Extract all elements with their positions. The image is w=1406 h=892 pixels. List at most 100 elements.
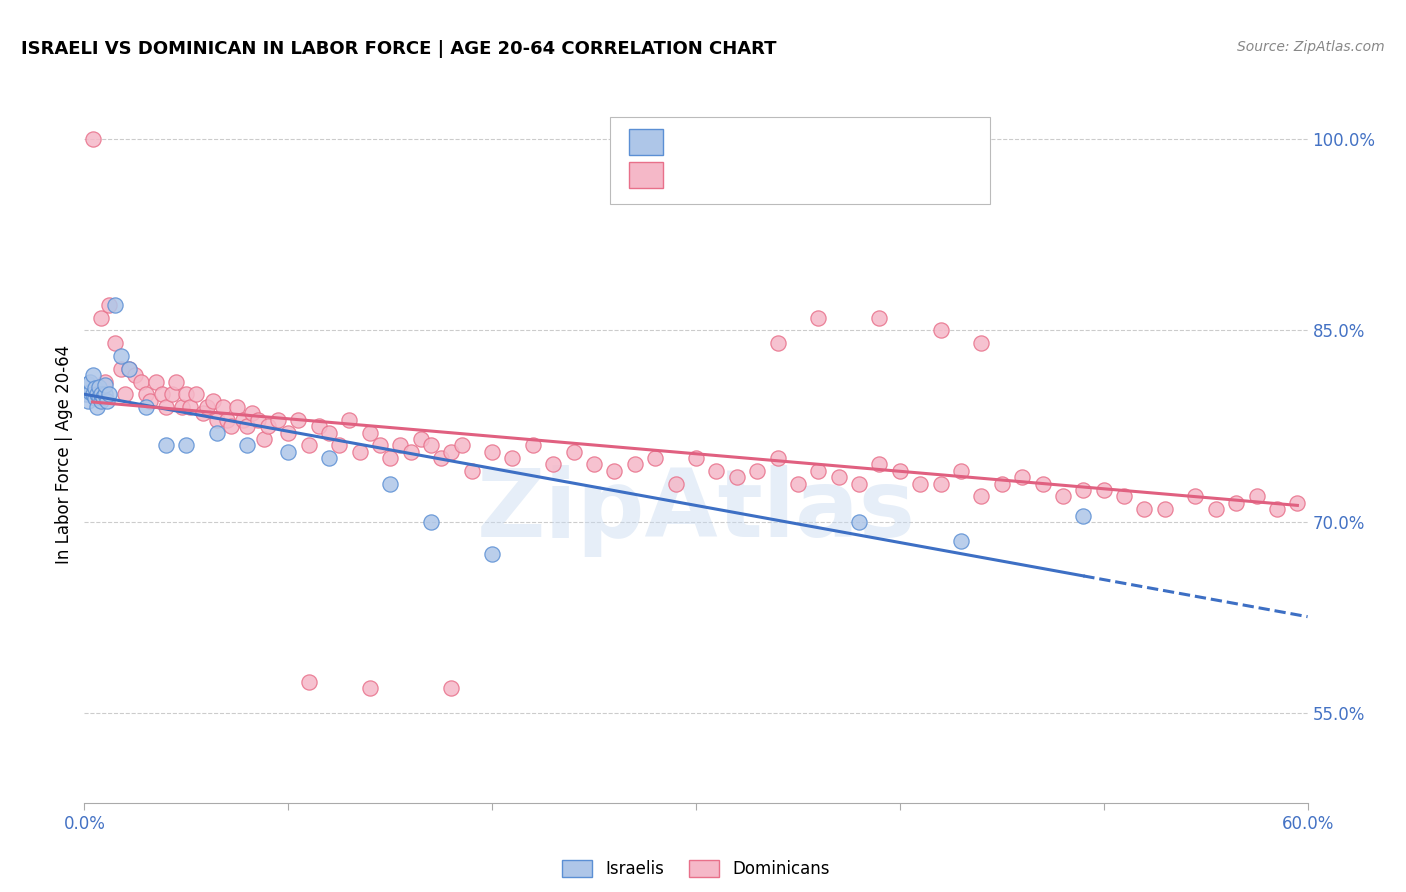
Point <box>869 458 891 472</box>
Point <box>889 464 911 478</box>
Point <box>93 378 115 392</box>
Text: N =: N = <box>823 119 859 136</box>
Point <box>807 310 830 325</box>
Point <box>787 476 810 491</box>
Point <box>349 444 371 458</box>
Point <box>257 419 280 434</box>
Point <box>308 419 330 434</box>
Point <box>481 547 503 561</box>
Point <box>1073 483 1095 497</box>
Point <box>1225 496 1247 510</box>
Point <box>201 393 224 408</box>
Point <box>93 375 115 389</box>
Point <box>359 681 381 695</box>
Point <box>318 451 340 466</box>
Point <box>86 400 108 414</box>
Point <box>970 490 993 504</box>
Point <box>82 368 104 383</box>
Point <box>253 432 276 446</box>
Point <box>1011 470 1033 484</box>
Text: ISRAELI VS DOMINICAN IN LABOR FORCE | AGE 20-64 CORRELATION CHART: ISRAELI VS DOMINICAN IN LABOR FORCE | AG… <box>21 40 776 58</box>
Point <box>195 400 218 414</box>
Point <box>318 425 340 440</box>
Point <box>83 381 105 395</box>
Bar <box>628 128 664 155</box>
Legend: Israelis, Dominicans: Israelis, Dominicans <box>555 854 837 885</box>
Point <box>90 310 112 325</box>
Point <box>389 438 412 452</box>
Point <box>165 375 187 389</box>
Point <box>87 379 110 393</box>
Point <box>205 425 228 440</box>
Point <box>409 432 432 446</box>
Point <box>155 438 177 452</box>
Text: N =: N = <box>823 152 859 169</box>
Point <box>950 464 973 478</box>
Text: -0.180: -0.180 <box>730 152 790 169</box>
Point <box>240 406 263 420</box>
Point <box>82 387 104 401</box>
Point <box>502 451 524 466</box>
Point <box>461 464 484 478</box>
Point <box>135 387 157 401</box>
Point <box>83 391 105 405</box>
Point <box>848 515 870 529</box>
Point <box>665 476 688 491</box>
Point <box>1114 490 1136 504</box>
Point <box>267 413 290 427</box>
Point <box>219 419 242 434</box>
Point <box>298 438 321 452</box>
Point <box>110 349 132 363</box>
Point <box>82 132 104 146</box>
Point <box>236 419 259 434</box>
Text: ZipAtlas: ZipAtlas <box>477 465 915 557</box>
Point <box>1133 502 1156 516</box>
Point <box>277 444 299 458</box>
FancyBboxPatch shape <box>610 118 990 204</box>
Point <box>191 406 214 420</box>
Point <box>828 470 851 484</box>
Point <box>603 464 626 478</box>
Point <box>232 413 254 427</box>
Point <box>287 413 309 427</box>
Point <box>91 390 114 404</box>
Point <box>118 361 141 376</box>
Point <box>104 298 127 312</box>
Point <box>93 387 115 401</box>
Point <box>97 387 120 401</box>
Point <box>368 438 391 452</box>
Text: 36: 36 <box>870 119 900 136</box>
Point <box>380 451 402 466</box>
Point <box>79 375 101 389</box>
Point <box>1265 502 1288 516</box>
Point <box>174 387 197 401</box>
Point <box>685 451 707 466</box>
Point <box>97 298 120 312</box>
Point <box>226 400 249 414</box>
Point <box>766 336 789 351</box>
Point <box>160 387 183 401</box>
Point <box>135 400 157 414</box>
Text: 103: 103 <box>870 152 905 169</box>
Point <box>440 681 463 695</box>
Point <box>910 476 932 491</box>
Point <box>172 400 194 414</box>
Point <box>174 438 197 452</box>
Point <box>86 387 108 401</box>
Point <box>186 387 208 401</box>
Point <box>77 377 100 392</box>
Point <box>359 425 381 440</box>
Point <box>450 438 472 452</box>
Point <box>212 400 235 414</box>
Point <box>380 476 402 491</box>
Point <box>430 451 453 466</box>
Point <box>217 413 239 427</box>
Bar <box>628 162 664 188</box>
Point <box>624 458 647 472</box>
Text: R =: R = <box>682 152 717 169</box>
Point <box>747 464 769 478</box>
Point <box>1092 483 1115 497</box>
Y-axis label: In Labor Force | Age 20-64: In Labor Force | Age 20-64 <box>55 345 73 565</box>
Point <box>929 476 952 491</box>
Point <box>90 387 112 401</box>
